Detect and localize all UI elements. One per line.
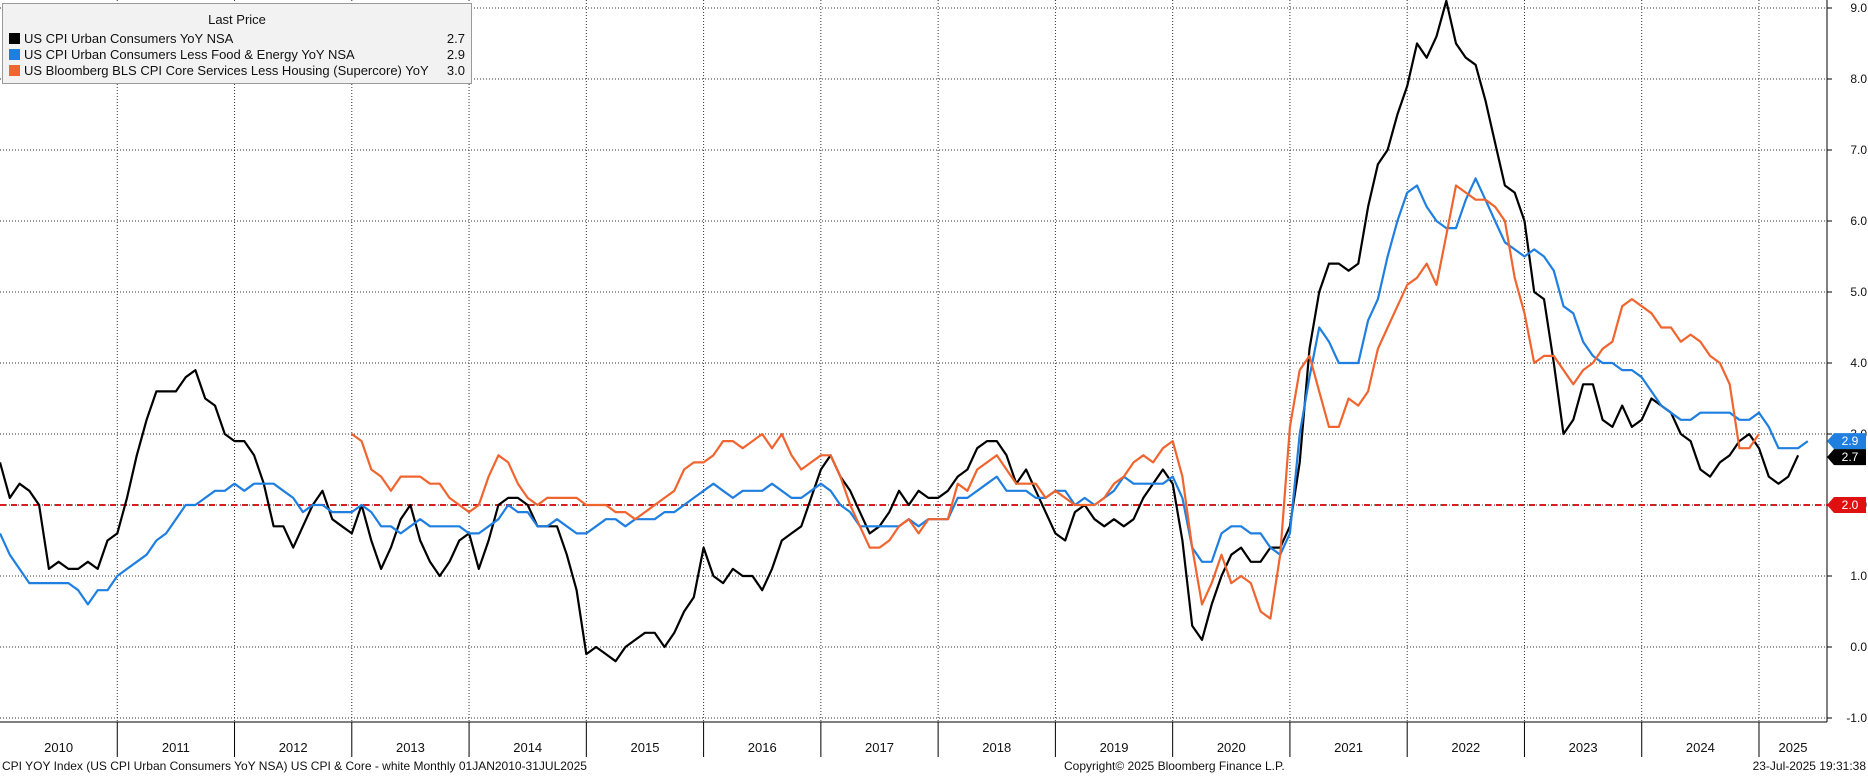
legend-header: Last Price	[208, 12, 266, 27]
legend-item-value: 3.0	[446, 63, 465, 78]
x-tick-label: 2019	[1100, 740, 1129, 755]
legend-swatch-icon	[9, 65, 20, 76]
y-tick-label: 8.0	[1850, 72, 1867, 86]
legend: Last Price US CPI Urban Consumers YoY NS…	[2, 3, 472, 84]
last-value-tags: 2.9 2.7 2.0	[1827, 433, 1866, 513]
last-value-tag-box	[1827, 449, 1866, 466]
series-line-2	[351, 184, 1760, 620]
footer-source: CPI YOY Index (US CPI Urban Consumers Yo…	[2, 759, 587, 773]
x-tick-label: 2014	[513, 740, 542, 755]
x-tick-label: 2024	[1686, 740, 1715, 755]
x-tick-label: 2023	[1569, 740, 1598, 755]
last-value-tag: 2.7	[1827, 449, 1866, 466]
legend-item-value: 2.7	[446, 31, 465, 46]
x-tick-label: 2010	[44, 740, 73, 755]
last-value-tag: 2.0	[1827, 497, 1866, 513]
footer-timestamp: 23-Jul-2025 19:31:38	[1752, 759, 1866, 773]
x-tick-label: 2017	[865, 740, 894, 755]
y-tick-label: 4.0	[1850, 356, 1867, 370]
legend-swatch-icon	[9, 49, 20, 60]
last-value-tag-label: 2.9	[1842, 434, 1859, 448]
chart-grid	[0, 0, 1827, 722]
y-tick-label: -1.0	[1846, 711, 1867, 725]
y-tick-label: 0.0	[1850, 640, 1867, 654]
y-tick-label: 7.0	[1850, 143, 1867, 157]
legend-item-label: US CPI Urban Consumers YoY NSA	[24, 31, 234, 46]
x-tick-label: 2020	[1217, 740, 1246, 755]
last-value-tag: 2.9	[1827, 433, 1866, 450]
x-tick-label: 2016	[748, 740, 777, 755]
last-value-tag-label: 2.7	[1842, 450, 1859, 464]
y-tick-label: 6.0	[1850, 214, 1867, 228]
x-tick-label: 2011	[162, 740, 190, 755]
x-tick-label: 2025	[1779, 740, 1808, 755]
y-tick-label: 5.0	[1850, 285, 1867, 299]
legend-item-cpi: US CPI Urban Consumers YoY NSA 2.7	[9, 31, 465, 47]
series-lines	[0, 0, 1809, 663]
y-tick-label: 9.0	[1850, 1, 1867, 15]
footer-copyright: Copyright© 2025 Bloomberg Finance L.P.	[1064, 759, 1285, 773]
chart-axes	[0, 0, 1832, 757]
legend-item-core-cpi: US CPI Urban Consumers Less Food & Energ…	[9, 47, 465, 63]
legend-swatch-icon	[9, 33, 20, 44]
series-line-1	[0, 177, 1809, 606]
legend-item-supercore: US Bloomberg BLS CPI Core Services Less …	[9, 63, 465, 79]
y-tick-label: 1.0	[1850, 569, 1867, 583]
x-axis-tick-labels: 2010 2011 2012 2013 2014 2015 2016 2017 2018 2019…	[44, 740, 1807, 755]
last-value-tag-box	[1827, 433, 1866, 450]
series-line-0	[0, 0, 1800, 663]
legend-item-label: US Bloomberg BLS CPI Core Services Less …	[24, 63, 429, 78]
x-tick-label: 2013	[396, 740, 425, 755]
last-value-tag-box	[1827, 497, 1866, 513]
y-axis-tick-labels: 9.08.07.06.05.04.03.02.01.00.0-1.0	[1846, 1, 1867, 725]
x-tick-label: 2021	[1334, 740, 1363, 755]
legend-item-label: US CPI Urban Consumers Less Food & Energ…	[24, 47, 355, 62]
legend-item-value: 2.9	[446, 47, 465, 62]
last-value-tag-label: 2.0	[1842, 498, 1859, 512]
x-tick-label: 2015	[631, 740, 660, 755]
x-tick-label: 2012	[279, 740, 308, 755]
x-tick-label: 2018	[982, 740, 1011, 755]
x-tick-label: 2022	[1451, 740, 1480, 755]
